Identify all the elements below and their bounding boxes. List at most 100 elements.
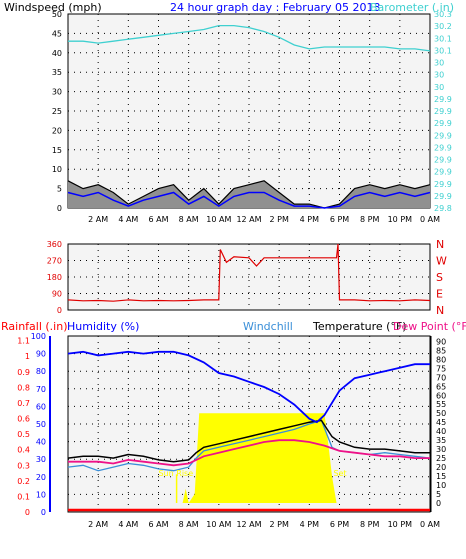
temperature-tick-label: 10 <box>436 481 446 490</box>
time-tick-label: 4 PM <box>300 520 319 529</box>
wind-barometer-panel: 0 5 10 15 20 25 30 35 40 45 50 29.8 29.9 29.9 29.9 29.… <box>52 10 452 224</box>
temperature-tick-label: 40 <box>436 427 446 436</box>
wind-tick-label: 50 <box>52 10 62 19</box>
rain-tick-label: 0.3 <box>17 461 30 470</box>
time-tick-label: 4 AM <box>118 215 138 224</box>
wind-tick-label: 20 <box>52 126 62 135</box>
humidity-tick-label: 70 <box>36 385 46 394</box>
time-tick-label: 2 AM <box>88 215 108 224</box>
humidity-tick-label: 50 <box>36 420 46 429</box>
barometer-line <box>68 24 431 52</box>
barometer-tick-label: 29.9 <box>434 131 452 140</box>
wind-tick-label: 30 <box>52 88 62 97</box>
barometer-tick-label: 30.2 <box>434 22 452 31</box>
humidity-tick-label: 60 <box>36 402 46 411</box>
chart-title: 24 hour graph day : February 05 2013 <box>170 1 381 14</box>
barometer-tick-label: 29.9 <box>434 143 452 152</box>
barometer-tick-label: 29.9 <box>434 192 452 201</box>
time-tick-label: 8 PM <box>360 520 379 529</box>
direction-tick-label: 180 <box>47 273 62 282</box>
wind-tick-label: 5 <box>57 185 62 194</box>
wind-tick-label: 0 <box>57 204 62 213</box>
time-tick-label: 12 AM <box>236 520 261 529</box>
temperature-tick-label: 70 <box>436 373 446 382</box>
time-tick-label: 12 AM <box>236 215 261 224</box>
wind-gust-area <box>68 180 430 208</box>
humidity-tick-label: 100 <box>31 332 46 341</box>
humidity-tick-label: 40 <box>36 438 46 447</box>
time-tick-label: 4 PM <box>300 215 319 224</box>
barometer-tick-label: 29.9 <box>434 180 452 189</box>
solar-radiation-area <box>182 413 337 504</box>
compass-tick-label: E <box>436 288 443 301</box>
rain-tick-label: 0.4 <box>17 446 30 455</box>
rain-tick-label: 0.7 <box>17 399 30 408</box>
temperature-label: Temperature (°F) <box>312 320 407 333</box>
temperature-tick-label: 30 <box>436 445 446 454</box>
compass-tick-label: S <box>436 271 443 284</box>
rain-tick-label: 0 <box>25 508 30 517</box>
time-tick-label: 6 PM <box>330 215 349 224</box>
direction-tick-label: 90 <box>52 290 62 299</box>
temperature-line <box>67 419 430 463</box>
wind-tick-label: 35 <box>52 68 62 77</box>
time-tick-label: 6 AM <box>148 215 168 224</box>
temperature-tick-label: 0 <box>436 499 441 508</box>
barometer-tick-label: 29.9 <box>434 156 452 165</box>
dewpoint-line <box>68 439 430 467</box>
wind-direction-line <box>67 243 431 302</box>
barometer-tick-label: 30.3 <box>434 10 452 19</box>
temperature-tick-label: 60 <box>436 391 446 400</box>
humidity-tick-label: 90 <box>36 350 46 359</box>
temperature-tick-label: 90 <box>436 337 446 346</box>
wind-tick-label: 15 <box>52 146 62 155</box>
humidity-axis-label: Humidity (%) <box>67 320 139 333</box>
time-tick-label: 10 PM <box>388 215 413 224</box>
humidity-line <box>67 350 430 424</box>
rain-tick-label: 0.9 <box>17 368 30 377</box>
temperature-tick-label: 75 <box>436 364 446 373</box>
barometer-tick-label: 30 <box>434 71 444 80</box>
wind-tick-label: 45 <box>52 29 62 38</box>
barometer-tick-label: 29.8 <box>434 204 452 213</box>
temperature-humidity-panel: Sun Rise Set 0 0.1 0.2 0.3 0.4 0.5 0.6 0.7 0.8 0.9… <box>17 332 446 529</box>
humidity-tick-label: 20 <box>36 473 46 482</box>
time-tick-label: 10 AM <box>206 520 231 529</box>
rain-tick-label: 0.1 <box>17 492 30 501</box>
temperature-tick-label: 5 <box>436 490 441 499</box>
sunset-annotation: Set <box>333 469 346 478</box>
temperature-tick-label: 55 <box>436 400 446 409</box>
temperature-tick-label: 50 <box>436 409 446 418</box>
time-tick-label: 10 PM <box>388 520 413 529</box>
compass-tick-label: W <box>436 255 447 268</box>
rain-tick-label: 0.8 <box>17 383 30 392</box>
time-tick-label: 2 AM <box>88 520 108 529</box>
time-tick-label: 8 AM <box>179 215 199 224</box>
time-tick-label: 0 AM <box>420 520 440 529</box>
time-tick-label: 6 PM <box>330 520 349 529</box>
rainfall-axis-label: Rainfall (.in) <box>1 320 68 333</box>
temperature-tick-label: 85 <box>436 346 446 355</box>
wind-tick-label: 10 <box>52 165 62 174</box>
temperature-tick-label: 20 <box>436 463 446 472</box>
time-tick-label: 2 PM <box>269 520 288 529</box>
humidity-tick-label: 0 <box>41 508 46 517</box>
compass-tick-label: N <box>436 238 444 251</box>
direction-tick-label: 360 <box>47 240 62 249</box>
time-tick-label: 4 AM <box>118 520 138 529</box>
wind-tick-label: 25 <box>52 107 62 116</box>
windspeed-axis-label: Windspeed (mph) <box>4 1 102 14</box>
barometer-axis-label: Barometer (.in) <box>370 1 454 14</box>
wind-gust-line <box>67 180 431 209</box>
temperature-tick-label: 25 <box>436 454 446 463</box>
barometer-tick-label: 30 <box>434 59 444 68</box>
dewpoint-label: Dew Point (°F) <box>393 320 466 333</box>
time-tick-label: 10 AM <box>206 215 231 224</box>
temperature-tick-label: 45 <box>436 418 446 427</box>
rain-tick-label: 0.6 <box>17 415 30 424</box>
rain-tick-label: 0.2 <box>17 477 30 486</box>
barometer-tick-label: 29.9 <box>434 119 452 128</box>
